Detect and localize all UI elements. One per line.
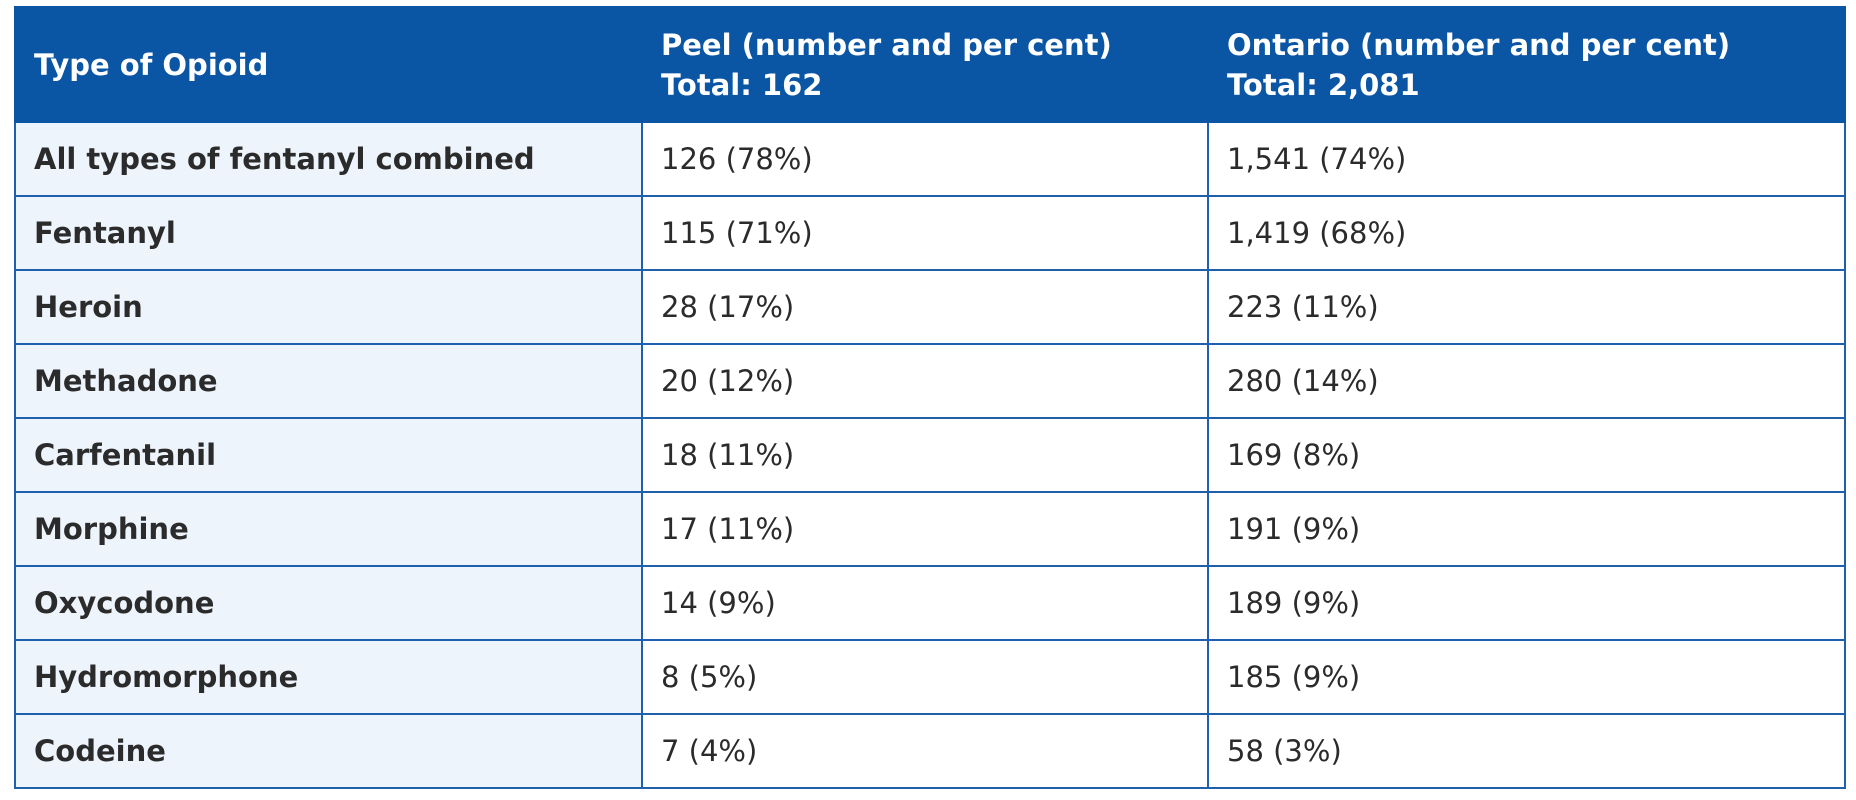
table-header: Type of Opioid Peel (number and per cent… bbox=[14, 6, 1846, 123]
ontario-value-cell: 189 (9%) bbox=[1207, 565, 1846, 641]
ontario-value-cell: 169 (8%) bbox=[1207, 417, 1846, 493]
peel-value-cell: 8 (5%) bbox=[641, 639, 1209, 715]
peel-value-cell: 7 (4%) bbox=[641, 713, 1209, 789]
header-ontario: Ontario (number and per cent) Total: 2,0… bbox=[1207, 6, 1846, 123]
peel-value-cell: 20 (12%) bbox=[641, 343, 1209, 419]
opioid-type-cell: Oxycodone bbox=[14, 565, 643, 641]
peel-value-cell: 14 (9%) bbox=[641, 565, 1209, 641]
table-row: Methadone 20 (12%) 280 (14%) bbox=[14, 343, 1846, 419]
opioid-type-cell: Carfentanil bbox=[14, 417, 643, 493]
table-row: Fentanyl 115 (71%) 1,419 (68%) bbox=[14, 195, 1846, 271]
ontario-value-cell: 223 (11%) bbox=[1207, 269, 1846, 345]
ontario-value-cell: 1,419 (68%) bbox=[1207, 195, 1846, 271]
table-row: Carfentanil 18 (11%) 169 (8%) bbox=[14, 417, 1846, 493]
table-row: Heroin 28 (17%) 223 (11%) bbox=[14, 269, 1846, 345]
table-row: Codeine 7 (4%) 58 (3%) bbox=[14, 713, 1846, 789]
table-row: Oxycodone 14 (9%) 189 (9%) bbox=[14, 565, 1846, 641]
peel-value-cell: 17 (11%) bbox=[641, 491, 1209, 567]
header-row: Type of Opioid Peel (number and per cent… bbox=[14, 6, 1846, 123]
ontario-value-cell: 191 (9%) bbox=[1207, 491, 1846, 567]
peel-value-cell: 28 (17%) bbox=[641, 269, 1209, 345]
ontario-value-cell: 58 (3%) bbox=[1207, 713, 1846, 789]
peel-value-cell: 115 (71%) bbox=[641, 195, 1209, 271]
opioid-type-cell: Morphine bbox=[14, 491, 643, 567]
opioid-type-cell: Fentanyl bbox=[14, 195, 643, 271]
table-body: All types of fentanyl combined 126 (78%)… bbox=[14, 121, 1846, 789]
header-label: Ontario (number and per cent) bbox=[1227, 27, 1731, 62]
header-type-of-opioid: Type of Opioid bbox=[14, 6, 643, 123]
ontario-value-cell: 1,541 (74%) bbox=[1207, 121, 1846, 197]
peel-value-cell: 126 (78%) bbox=[641, 121, 1209, 197]
table-row: All types of fentanyl combined 126 (78%)… bbox=[14, 121, 1846, 197]
header-total: Total: 2,081 bbox=[1227, 67, 1420, 102]
header-label: Peel (number and per cent) bbox=[661, 27, 1112, 62]
header-total: Total: 162 bbox=[661, 67, 823, 102]
ontario-value-cell: 185 (9%) bbox=[1207, 639, 1846, 715]
opioid-type-cell: Methadone bbox=[14, 343, 643, 419]
table-row: Morphine 17 (11%) 191 (9%) bbox=[14, 491, 1846, 567]
opioid-table-container: Type of Opioid Peel (number and per cent… bbox=[14, 6, 1846, 789]
ontario-value-cell: 280 (14%) bbox=[1207, 343, 1846, 419]
peel-value-cell: 18 (11%) bbox=[641, 417, 1209, 493]
opioid-type-cell: Heroin bbox=[14, 269, 643, 345]
opioid-type-cell: Codeine bbox=[14, 713, 643, 789]
opioid-type-cell: All types of fentanyl combined bbox=[14, 121, 643, 197]
table-row: Hydromorphone 8 (5%) 185 (9%) bbox=[14, 639, 1846, 715]
opioid-type-cell: Hydromorphone bbox=[14, 639, 643, 715]
opioid-table: Type of Opioid Peel (number and per cent… bbox=[14, 6, 1846, 789]
header-peel: Peel (number and per cent) Total: 162 bbox=[641, 6, 1209, 123]
header-label: Type of Opioid bbox=[34, 47, 269, 82]
